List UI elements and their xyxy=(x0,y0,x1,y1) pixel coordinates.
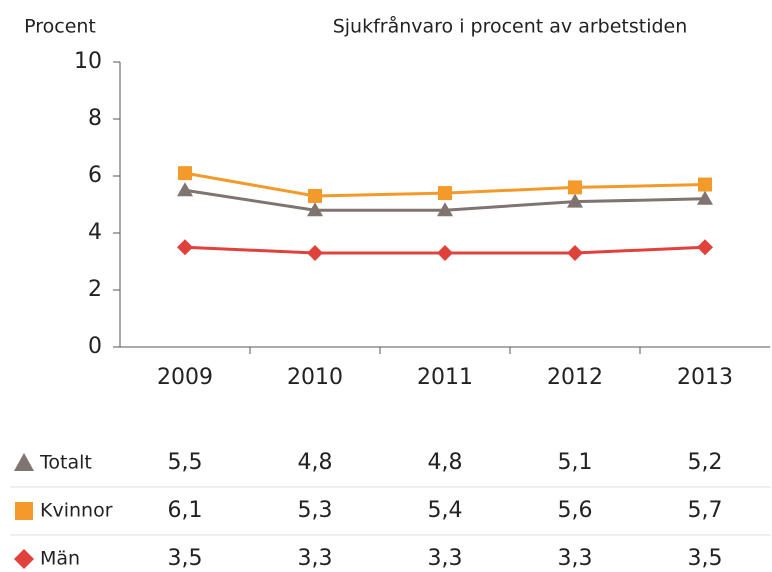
table-value: 5,7 xyxy=(688,498,723,523)
data-point xyxy=(177,182,193,197)
data-point xyxy=(437,244,453,261)
y-tick-label: 2 xyxy=(88,277,102,302)
y-tick-label: 8 xyxy=(88,106,102,131)
table-value: 5,3 xyxy=(298,498,333,523)
table-value: 5,1 xyxy=(558,450,593,475)
table-value: 3,3 xyxy=(428,546,463,571)
chart-title: Sjukfrånvaro i procent av arbetstiden xyxy=(333,15,688,38)
data-point xyxy=(307,244,323,261)
legend-marker xyxy=(14,453,34,471)
x-tick-label: 2011 xyxy=(417,365,473,390)
legend-marker xyxy=(15,502,33,520)
table-value: 6,1 xyxy=(168,498,203,523)
x-tick-label: 2012 xyxy=(547,365,603,390)
data-point xyxy=(177,239,193,256)
data-point xyxy=(568,180,582,195)
y-tick-label: 10 xyxy=(74,49,102,74)
data-point xyxy=(567,244,583,261)
table-value: 5,5 xyxy=(168,450,203,475)
data-point xyxy=(308,188,322,203)
y-tick-label: 0 xyxy=(88,334,102,359)
table-value: 3,5 xyxy=(168,546,203,571)
data-point xyxy=(567,193,583,208)
legend-label: Kvinnor xyxy=(40,500,113,522)
y-tick-label: 6 xyxy=(88,163,102,188)
table-value: 4,8 xyxy=(298,450,333,475)
table-value: 3,3 xyxy=(298,546,333,571)
data-point xyxy=(307,202,323,217)
y-tick-label: 4 xyxy=(88,220,102,245)
table-value: 4,8 xyxy=(428,450,463,475)
y-axis-label: Procent xyxy=(24,16,96,38)
table-value: 5,2 xyxy=(688,450,723,475)
table-value: 3,3 xyxy=(558,546,593,571)
legend-label: Män xyxy=(40,548,80,570)
data-point xyxy=(697,190,713,205)
table-value: 3,5 xyxy=(688,546,723,571)
data-point xyxy=(698,177,712,192)
table-value: 5,4 xyxy=(428,498,463,523)
legend-label: Totalt xyxy=(39,452,92,474)
data-point xyxy=(437,202,453,217)
data-point xyxy=(438,186,452,201)
data-point xyxy=(178,166,192,181)
x-tick-label: 2013 xyxy=(677,365,733,390)
legend-marker xyxy=(14,549,34,569)
x-tick-label: 2010 xyxy=(287,365,343,390)
x-tick-label: 2009 xyxy=(157,365,213,390)
table-value: 5,6 xyxy=(558,498,593,523)
data-point xyxy=(697,239,713,256)
